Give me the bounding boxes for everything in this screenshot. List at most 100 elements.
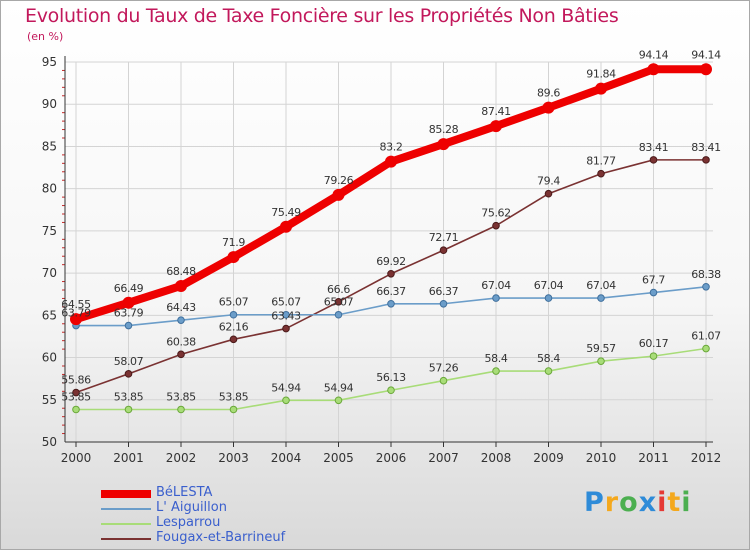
data-label: 60.17 <box>639 337 669 350</box>
data-label: 66.6 <box>327 283 350 296</box>
data-label: 67.04 <box>534 279 564 292</box>
data-label: 67.04 <box>586 279 616 292</box>
data-point <box>334 396 343 405</box>
data-label: 87.41 <box>481 105 511 118</box>
logo-letter: P <box>584 487 605 518</box>
data-point <box>700 63 712 76</box>
series-lines <box>70 63 712 414</box>
data-point <box>177 405 185 414</box>
data-point <box>702 344 710 353</box>
data-point <box>702 282 710 291</box>
data-point <box>597 169 605 178</box>
data-point <box>649 352 658 360</box>
data-point <box>387 269 395 278</box>
data-label: 66.49 <box>114 282 144 295</box>
y-tick-label: 60 <box>42 351 57 365</box>
data-point <box>72 388 80 397</box>
x-tick-label: 2012 <box>691 451 722 465</box>
y-tick-label: 70 <box>42 266 57 280</box>
data-label: 66.37 <box>376 285 406 298</box>
data-label: 53.85 <box>61 390 91 403</box>
data-label: 53.85 <box>219 390 249 403</box>
data-point <box>492 367 500 375</box>
x-tick-label: 2005 <box>323 451 354 465</box>
data-label: 81.77 <box>586 155 616 168</box>
data-point <box>124 370 133 378</box>
y-tick-label: 80 <box>42 182 57 196</box>
data-point <box>229 335 238 344</box>
logo-letter: o <box>619 487 639 518</box>
data-point <box>597 357 605 365</box>
y-tick-label: 85 <box>42 139 57 153</box>
data-point <box>387 299 395 308</box>
y-tick-label: 50 <box>42 435 57 449</box>
data-label: 53.85 <box>166 390 196 403</box>
data-point <box>124 321 133 330</box>
data-label: 53.85 <box>114 390 144 403</box>
data-label: 71.9 <box>222 236 245 249</box>
x-tick-label: 2003 <box>218 451 249 465</box>
data-point <box>439 376 448 385</box>
data-label: 56.13 <box>376 371 406 384</box>
data-point <box>229 405 238 414</box>
legend-swatch <box>101 490 151 498</box>
data-label: 63.43 <box>271 310 301 323</box>
legend-label: Lesparrou <box>156 515 221 530</box>
data-point <box>702 156 710 164</box>
axes: 50 55 60 65 70 75 80 85 90 95 2000 2001 2002 2003 2004… <box>42 55 722 465</box>
logo-letter: r <box>604 487 620 518</box>
legend-swatch <box>101 508 151 510</box>
data-point <box>227 251 240 264</box>
data-label: 61.07 <box>691 330 721 343</box>
x-tick-label: 2000 <box>61 451 92 465</box>
data-point <box>282 324 290 333</box>
data-point <box>544 189 553 198</box>
data-label: 67.04 <box>481 279 511 292</box>
legend-swatch <box>101 523 151 525</box>
data-point <box>334 298 343 306</box>
data-point <box>72 405 80 414</box>
data-label: 63.79 <box>114 307 144 320</box>
data-label: 57.26 <box>429 362 459 375</box>
x-tick-label: 2002 <box>166 451 197 465</box>
data-label: 72.71 <box>429 231 459 244</box>
logo-letter: x <box>638 487 658 518</box>
data-point <box>122 296 135 309</box>
data-point <box>177 350 185 359</box>
y-tick-label: 75 <box>42 224 57 238</box>
data-label: 83.41 <box>639 141 669 154</box>
data-label: 75.62 <box>481 207 511 220</box>
data-label: 65.07 <box>324 296 354 309</box>
data-point <box>334 310 343 319</box>
y-tick-label: 90 <box>42 97 57 111</box>
data-label: 64.43 <box>166 301 196 314</box>
data-label: 63.79 <box>61 307 91 320</box>
data-point <box>542 101 555 114</box>
data-point <box>385 155 397 168</box>
data-label: 69.92 <box>376 255 406 268</box>
logo-letter: i <box>657 487 668 518</box>
legend-label: Fougax-et-Barrineuf <box>156 530 286 545</box>
chart-title: Evolution du Taux de Taxe Foncière sur l… <box>25 5 619 27</box>
data-point <box>70 313 82 326</box>
x-tick-label: 2008 <box>481 451 512 465</box>
data-label: 58.4 <box>485 352 508 365</box>
x-tick-label: 2001 <box>113 451 144 465</box>
data-point <box>280 220 292 233</box>
data-label: 54.94 <box>271 381 301 394</box>
x-tick-label: 2006 <box>376 451 407 465</box>
x-tick-label: 2010 <box>586 451 617 465</box>
data-label: 65.07 <box>219 296 249 309</box>
chart-unit: (en %) <box>27 30 64 43</box>
logo-letter: i <box>681 487 692 518</box>
data-label: 94.14 <box>639 48 669 61</box>
legend-label: L' Aiguillon <box>156 500 227 515</box>
data-label: 79.26 <box>324 174 354 187</box>
data-label: 79.4 <box>537 175 560 188</box>
data-point <box>282 396 290 405</box>
y-tick-label: 65 <box>42 308 57 322</box>
data-label: 89.6 <box>537 87 560 100</box>
data-point <box>490 120 502 133</box>
data-point <box>439 299 448 308</box>
